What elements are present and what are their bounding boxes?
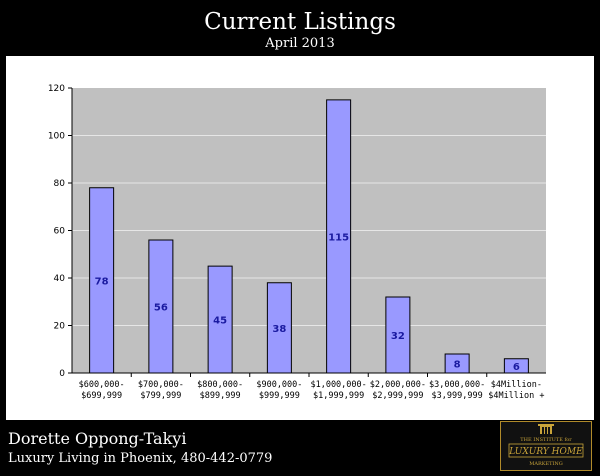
bar — [207, 265, 233, 374]
bar-chart: 0 20 40 60 80 100 120 78 $600,000-$699,999 56 $700… — [48, 84, 546, 401]
logo-line1: THE INSTITUTE for — [520, 437, 572, 443]
bar-value-label: 115 — [328, 232, 349, 243]
bar — [385, 296, 411, 374]
x-tick-label: $700,000- — [138, 380, 184, 390]
logo-line3: MARKETING — [529, 461, 563, 467]
x-tick-label: $899,999 — [200, 391, 241, 401]
x-tick-label: $999,999 — [259, 391, 300, 401]
logo-line2: LUXURY HOME — [508, 447, 583, 457]
y-tick-label: 20 — [54, 322, 66, 332]
x-tick-label: $1,000,000- — [310, 380, 366, 390]
x-tick-label: $799,999 — [140, 391, 181, 401]
institute-logo: THE INSTITUTE for LUXURY HOME MARKETING — [500, 421, 592, 471]
x-tick-label: $2,999,999 — [372, 391, 423, 401]
x-tick-label: $800,000- — [197, 380, 243, 390]
bar-value-label: 8 — [454, 360, 461, 371]
bar — [326, 99, 352, 374]
page-title: Current Listings — [204, 9, 396, 35]
x-tick-label: $699,999 — [81, 391, 122, 401]
bar — [266, 282, 292, 374]
x-tick-label: $3,000,000- — [429, 380, 485, 390]
y-tick-label: 60 — [54, 227, 66, 237]
header: Current Listings April 2013 — [0, 0, 600, 56]
y-tick-label: 80 — [54, 179, 66, 189]
bar — [444, 353, 470, 374]
logo-crest-icon — [538, 424, 554, 434]
x-tick-label: $1,999,999 — [313, 391, 364, 401]
chart-panel: 0 20 40 60 80 100 120 78 $600,000- $699,999 56 $700… — [6, 56, 594, 420]
agent-tagline: Luxury Living in Phoenix, 480-442-0779 — [8, 451, 273, 466]
x-tick-label: $600,000- — [79, 380, 125, 390]
bar-value-label: 45 — [213, 316, 227, 327]
y-tick-label: 0 — [59, 369, 65, 379]
bar — [148, 239, 174, 374]
x-tick-label: $900,000- — [256, 380, 302, 390]
bar-value-label: 38 — [272, 324, 286, 335]
x-tick-label: $2,000,000- — [370, 380, 426, 390]
bar-value-label: 32 — [391, 331, 405, 342]
x-tick-label: $4Million + — [488, 391, 544, 401]
y-tick-label: 40 — [54, 274, 66, 284]
bar-value-label: 78 — [95, 276, 109, 287]
agent-name: Dorette Oppong-Takyi — [8, 429, 187, 448]
y-tick-label: 100 — [48, 132, 65, 142]
y-tick-label: 120 — [48, 84, 65, 94]
bar — [503, 358, 529, 374]
bar — [89, 187, 115, 374]
bar-value-label: 6 — [513, 362, 520, 373]
page-subtitle: April 2013 — [265, 36, 335, 51]
x-tick-label: $4Million- — [491, 380, 542, 390]
x-tick-label: $3,999,999 — [432, 391, 483, 401]
bar-value-label: 56 — [154, 303, 168, 314]
